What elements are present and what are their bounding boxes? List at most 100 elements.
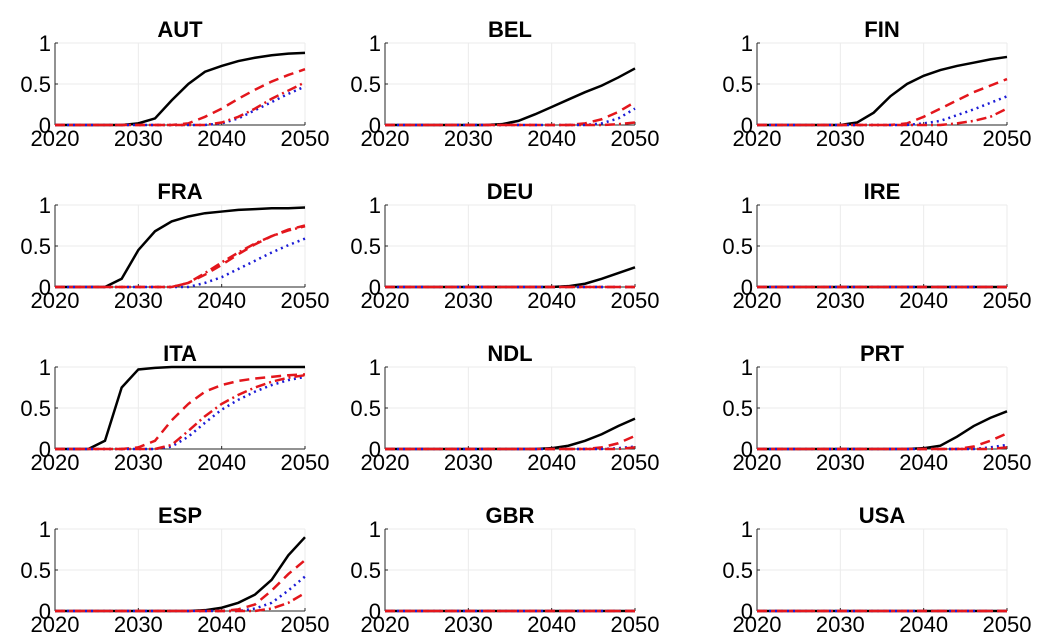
y-tick-label: 0: [741, 275, 753, 300]
x-tick-label: 2030: [114, 288, 163, 313]
x-tick-label: 2020: [733, 612, 782, 637]
y-tick-label: 1: [369, 517, 381, 542]
x-tick-label: 2040: [899, 450, 948, 475]
series-line: [385, 446, 636, 451]
y-tick-label: 0.5: [20, 72, 51, 97]
chart-title: AUT: [157, 17, 203, 42]
y-tick-label: 0.5: [722, 558, 753, 583]
series-line: [55, 85, 306, 127]
x-tick-label: 2050: [983, 288, 1032, 313]
y-tick-label: 0.5: [20, 234, 51, 259]
y-tick-label: 0.5: [722, 72, 753, 97]
x-tick-label: 2040: [899, 612, 948, 637]
y-tick-label: 1: [39, 31, 51, 56]
x-tick-label: 2050: [611, 126, 660, 151]
y-tick-label: 0.5: [350, 72, 381, 97]
x-tick-label: 2030: [114, 450, 163, 475]
series-line: [55, 375, 306, 451]
x-tick-label: 2020: [361, 612, 410, 637]
x-tick-label: 2050: [611, 612, 660, 637]
x-tick-label: 2020: [361, 450, 410, 475]
y-tick-label: 0: [369, 113, 381, 138]
y-tick-label: 0.5: [350, 396, 381, 421]
x-tick-label: 2050: [281, 288, 330, 313]
y-tick-label: 1: [369, 193, 381, 218]
chart-title: FRA: [157, 179, 202, 204]
y-tick-label: 1: [741, 193, 753, 218]
x-tick-label: 2030: [816, 288, 865, 313]
x-tick-label: 2020: [361, 126, 410, 151]
x-tick-label: 2030: [444, 612, 493, 637]
y-tick-label: 1: [369, 355, 381, 380]
x-tick-label: 2020: [733, 288, 782, 313]
x-tick-label: 2050: [983, 126, 1032, 151]
x-tick-label: 2050: [983, 450, 1032, 475]
x-tick-label: 2040: [527, 126, 576, 151]
y-tick-label: 0: [39, 275, 51, 300]
x-tick-label: 2040: [197, 612, 246, 637]
x-tick-label: 2020: [31, 612, 80, 637]
y-tick-label: 1: [369, 31, 381, 56]
x-tick-label: 2020: [31, 288, 80, 313]
series-line: [55, 373, 306, 451]
y-tick-label: 1: [741, 355, 753, 380]
x-tick-label: 2050: [611, 450, 660, 475]
x-tick-label: 2030: [114, 612, 163, 637]
series-line: [55, 81, 306, 127]
x-tick-label: 2020: [31, 450, 80, 475]
x-tick-label: 2040: [197, 288, 246, 313]
x-tick-label: 2030: [114, 126, 163, 151]
y-tick-label: 0: [369, 437, 381, 462]
x-tick-label: 2040: [197, 450, 246, 475]
series-line: [757, 95, 1008, 127]
y-tick-label: 0: [369, 275, 381, 300]
y-tick-label: 1: [39, 355, 51, 380]
series-line: [55, 365, 305, 451]
chart-title: IRE: [864, 179, 901, 204]
x-tick-label: 2050: [611, 288, 660, 313]
y-tick-label: 0.5: [350, 558, 381, 583]
x-tick-label: 2020: [361, 288, 410, 313]
x-tick-label: 2040: [527, 612, 576, 637]
x-tick-label: 2050: [983, 612, 1032, 637]
y-tick-label: 0: [39, 599, 51, 624]
y-tick-label: 1: [39, 517, 51, 542]
y-tick-label: 0: [741, 599, 753, 624]
series-line: [757, 107, 1008, 127]
x-tick-label: 2030: [816, 126, 865, 151]
series-line: [55, 225, 306, 289]
y-tick-label: 0: [741, 113, 753, 138]
x-tick-label: 2050: [281, 126, 330, 151]
chart-title: NDL: [487, 341, 532, 366]
chart-title: GBR: [486, 503, 535, 528]
y-tick-label: 0.5: [20, 558, 51, 583]
x-tick-label: 2050: [281, 450, 330, 475]
chart-title: ITA: [163, 341, 197, 366]
y-tick-label: 0: [39, 113, 51, 138]
x-tick-label: 2030: [816, 612, 865, 637]
y-tick-label: 0.5: [722, 234, 753, 259]
chart-title: BEL: [488, 17, 532, 42]
x-tick-label: 2020: [31, 126, 80, 151]
y-tick-label: 0: [369, 599, 381, 624]
chart-title: PRT: [860, 341, 905, 366]
x-tick-label: 2030: [816, 450, 865, 475]
chart-title: USA: [859, 503, 906, 528]
x-tick-label: 2040: [899, 288, 948, 313]
series-line: [55, 591, 306, 613]
x-tick-label: 2040: [197, 126, 246, 151]
x-tick-label: 2020: [733, 450, 782, 475]
chart-title: ESP: [158, 503, 202, 528]
chart-title: FIN: [864, 17, 899, 42]
y-tick-label: 1: [741, 31, 753, 56]
x-tick-label: 2030: [444, 450, 493, 475]
x-tick-label: 2040: [527, 450, 576, 475]
y-tick-label: 0.5: [722, 396, 753, 421]
y-tick-label: 0.5: [20, 396, 51, 421]
y-tick-label: 1: [39, 193, 51, 218]
x-tick-label: 2030: [444, 288, 493, 313]
x-tick-label: 2050: [281, 612, 330, 637]
series-line: [385, 121, 636, 127]
